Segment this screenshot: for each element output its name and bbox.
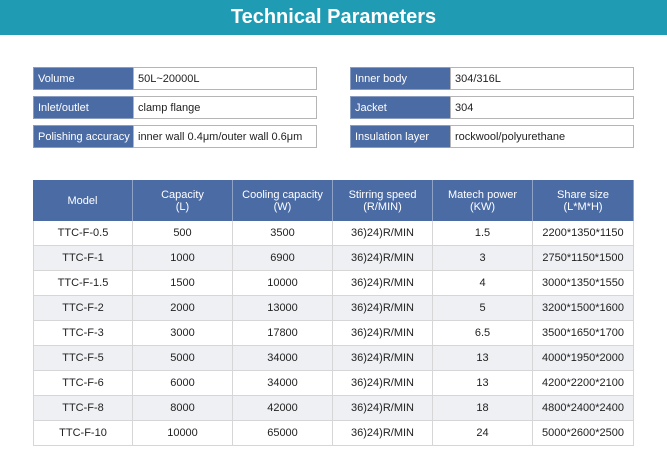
table-cell: TTC-F-2 bbox=[33, 296, 133, 321]
table-cell: 6900 bbox=[233, 246, 333, 271]
spec-value: rockwool/polyurethane bbox=[450, 125, 634, 148]
table-cell: 1000 bbox=[133, 246, 233, 271]
table-header: Matech power (KW) bbox=[433, 180, 533, 221]
table-cell: 36)24)R/MIN bbox=[333, 221, 433, 246]
table-cell: 2000 bbox=[133, 296, 233, 321]
table-cell: TTC-F-0.5 bbox=[33, 221, 133, 246]
table-cell: TTC-F-8 bbox=[33, 396, 133, 421]
table-cell: 36)24)R/MIN bbox=[333, 271, 433, 296]
table-cell: 10000 bbox=[133, 421, 233, 446]
table-cell: 10000 bbox=[233, 271, 333, 296]
table-header: Capacity (L) bbox=[133, 180, 233, 221]
table-cell: TTC-F-10 bbox=[33, 421, 133, 446]
title: Technical Parameters bbox=[0, 0, 667, 35]
header-line: Model bbox=[67, 194, 98, 207]
table-cell: 3500 bbox=[233, 221, 333, 246]
table-header: Stirring speed (R/MIN) bbox=[333, 180, 433, 221]
table-cell: TTC-F-5 bbox=[33, 346, 133, 371]
table-cell: 36)24)R/MIN bbox=[333, 246, 433, 271]
table-cell: 5000*2600*2500 bbox=[533, 421, 634, 446]
spec-label: Polishing accuracy bbox=[33, 125, 134, 148]
header-line: Capacity bbox=[161, 188, 204, 201]
table-cell: 36)24)R/MIN bbox=[333, 421, 433, 446]
header-line: Matech power bbox=[447, 188, 518, 201]
table-cell: 36)24)R/MIN bbox=[333, 321, 433, 346]
table-cell: 36)24)R/MIN bbox=[333, 346, 433, 371]
table-cell: 36)24)R/MIN bbox=[333, 371, 433, 396]
spec-label: Insulation layer bbox=[350, 125, 451, 148]
table-cell: 3000*1350*1550 bbox=[533, 271, 634, 296]
table-cell: 500 bbox=[133, 221, 233, 246]
table-header: Model bbox=[33, 180, 133, 221]
spec-label: Inner body bbox=[350, 67, 451, 90]
spec-value: 50L~20000L bbox=[133, 67, 317, 90]
table-cell: 6000 bbox=[133, 371, 233, 396]
header-line: (W) bbox=[273, 200, 292, 213]
table-header: Cooling capacity (W) bbox=[233, 180, 333, 221]
table-cell: 8000 bbox=[133, 396, 233, 421]
table-cell: 13 bbox=[433, 346, 533, 371]
table-cell: 17800 bbox=[233, 321, 333, 346]
table-cell: 2750*1150*1500 bbox=[533, 246, 634, 271]
table-cell: 6.5 bbox=[433, 321, 533, 346]
table-cell: 13000 bbox=[233, 296, 333, 321]
header-line: Cooling capacity bbox=[242, 188, 323, 201]
spec-value: 304/316L bbox=[450, 67, 634, 90]
table-cell: 4000*1950*2000 bbox=[533, 346, 634, 371]
table-cell: 3500*1650*1700 bbox=[533, 321, 634, 346]
table-cell: 34000 bbox=[233, 371, 333, 396]
header-line: (KW) bbox=[469, 200, 496, 213]
table-cell: 24 bbox=[433, 421, 533, 446]
table-cell: 3200*1500*1600 bbox=[533, 296, 634, 321]
spec-value: clamp flange bbox=[133, 96, 317, 119]
header-line: (L) bbox=[175, 200, 190, 213]
spec-value: 304 bbox=[450, 96, 634, 119]
table-cell: 36)24)R/MIN bbox=[333, 396, 433, 421]
table-cell: 18 bbox=[433, 396, 533, 421]
table-cell: TTC-F-3 bbox=[33, 321, 133, 346]
table-cell: 4 bbox=[433, 271, 533, 296]
table-header: Share size (L*M*H) bbox=[533, 180, 634, 221]
table-cell: 65000 bbox=[233, 421, 333, 446]
table-cell: TTC-F-1 bbox=[33, 246, 133, 271]
table-cell: 36)24)R/MIN bbox=[333, 296, 433, 321]
table-cell: 42000 bbox=[233, 396, 333, 421]
header-line: Stirring speed bbox=[348, 188, 417, 201]
table-cell: TTC-F-6 bbox=[33, 371, 133, 396]
table-cell: 13 bbox=[433, 371, 533, 396]
spec-label: Jacket bbox=[350, 96, 451, 119]
header-line: Share size bbox=[557, 188, 609, 201]
table-cell: 5000 bbox=[133, 346, 233, 371]
table-cell: TTC-F-1.5 bbox=[33, 271, 133, 296]
table-cell: 4800*2400*2400 bbox=[533, 396, 634, 421]
header-line: (L*M*H) bbox=[563, 200, 603, 213]
header-line: (R/MIN) bbox=[363, 200, 402, 213]
table-cell: 34000 bbox=[233, 346, 333, 371]
spec-label: Volume bbox=[33, 67, 134, 90]
table-cell: 5 bbox=[433, 296, 533, 321]
table-cell: 3000 bbox=[133, 321, 233, 346]
spec-value: inner wall 0.4μm/outer wall 0.6μm bbox=[133, 125, 317, 148]
table-cell: 1.5 bbox=[433, 221, 533, 246]
table-cell: 2200*1350*1150 bbox=[533, 221, 634, 246]
table-cell: 1500 bbox=[133, 271, 233, 296]
table-cell: 3 bbox=[433, 246, 533, 271]
table-cell: 4200*2200*2100 bbox=[533, 371, 634, 396]
spec-label: Inlet/outlet bbox=[33, 96, 134, 119]
